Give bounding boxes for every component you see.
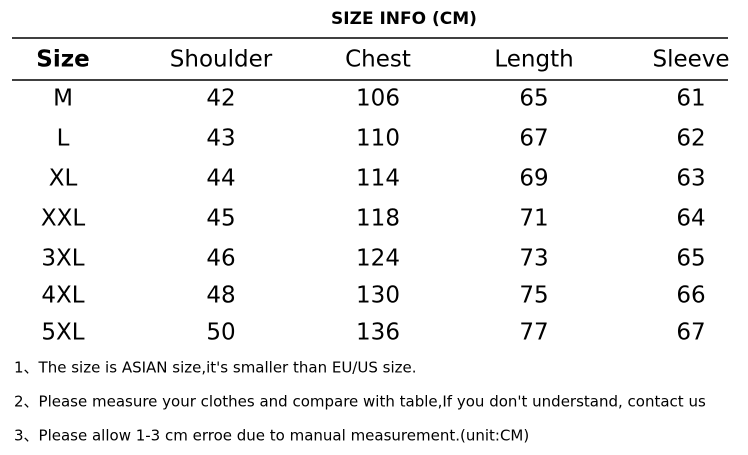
table-cell: 77 (519, 320, 548, 346)
note: 1、The size is ASIAN size,it's smaller th… (14, 359, 416, 377)
table-cell: 114 (356, 166, 400, 192)
table-cell: 45 (206, 206, 235, 232)
table-cell: 124 (356, 246, 400, 272)
table-cell: 136 (356, 320, 400, 346)
table-cell: 48 (206, 283, 235, 309)
table-cell: 106 (356, 86, 400, 112)
table-cell: 3XL (41, 246, 84, 272)
table-cell: 71 (519, 206, 548, 232)
table-cell: 75 (519, 283, 548, 309)
table-cell: 62 (676, 126, 705, 152)
table-cell: 61 (676, 86, 705, 112)
table-cell: 4XL (41, 283, 84, 309)
table-cell: 67 (519, 126, 548, 152)
note: 2、Please measure your clothes and compar… (14, 393, 706, 411)
table-cell: XXL (41, 206, 86, 232)
header-cell: Length (494, 47, 573, 73)
table-cell: 110 (356, 126, 400, 152)
table-cell: 43 (206, 126, 235, 152)
table-cell: 69 (519, 166, 548, 192)
table-cell: 67 (676, 320, 705, 346)
table-cell: 44 (206, 166, 235, 192)
table-cell: 65 (676, 246, 705, 272)
table-cell: 118 (356, 206, 400, 232)
table-cell: 50 (206, 320, 235, 346)
table-cell: 66 (676, 283, 705, 309)
header-cell: Sleeve (652, 47, 729, 73)
note: 3、Please allow 1-3 cm erroe due to manua… (14, 427, 529, 445)
table-cell: L (57, 126, 70, 152)
table-cell: 64 (676, 206, 705, 232)
header-cell: Chest (345, 47, 411, 73)
table-cell: XL (49, 166, 78, 192)
table-cell: M (53, 86, 73, 112)
table-cell: 73 (519, 246, 548, 272)
table-cell: 42 (206, 86, 235, 112)
table-cell: 46 (206, 246, 235, 272)
table-cell: 5XL (41, 320, 84, 346)
header-cell: Shoulder (170, 47, 273, 73)
title: SIZE INFO (CM) (331, 9, 477, 29)
table-cell: 65 (519, 86, 548, 112)
table-cell: 63 (676, 166, 705, 192)
table-cell: 130 (356, 283, 400, 309)
header-cell: Size (36, 47, 89, 73)
